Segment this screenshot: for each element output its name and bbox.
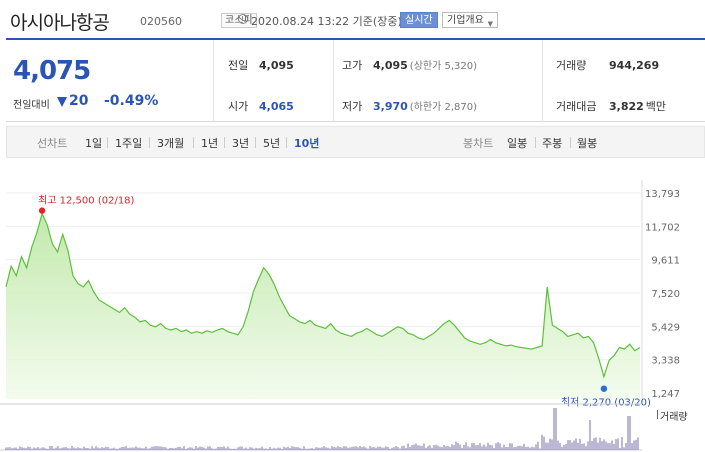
price-line	[5, 211, 641, 379]
separator	[224, 137, 225, 148]
price-chart: 13,793 11,702 9,611 7,520 5,429 3,338 1,247 최고…	[0, 160, 705, 452]
y-tick-label: 9,611	[651, 256, 680, 267]
y-tick-label: 5,429	[651, 322, 680, 333]
stat-prev-close-label: 전일	[228, 59, 249, 72]
period-10y[interactable]: 10년	[294, 137, 320, 150]
candle-weekly[interactable]: 주봉	[542, 137, 563, 150]
price-summary: 4,075 전일대비 20 -0.49% 전일 4,095 시가 4,065 고가 4…	[6, 38, 705, 122]
separator	[149, 137, 150, 148]
stock-name: 아시아나항공	[10, 12, 110, 34]
y-tick-label: 11,702	[645, 222, 680, 233]
high-annotation: 최고 12,500 (02/18)	[38, 195, 134, 207]
stat-low: 저가 3,970 (하한가 2,870)	[342, 98, 477, 114]
stat-high: 고가 4,095 (상한가 5,320)	[342, 57, 477, 73]
stat-high-value: 4,095	[373, 59, 408, 72]
y-tick-label: 3,338	[651, 356, 680, 367]
stat-low-label: 저가	[342, 100, 363, 113]
timestamp: 2020.08.24 13:22 기준(장중)	[251, 15, 402, 28]
current-price: 4,075	[13, 56, 91, 86]
price-chart-svg: 13,793 11,702 9,611 7,520 5,429 3,338 1,247 최고…	[0, 180, 680, 451]
stat-open-value: 4,065	[259, 100, 294, 113]
stat-prev-close-value: 4,095	[259, 59, 294, 72]
change-percent: -0.49%	[104, 93, 159, 109]
period-3y[interactable]: 3년	[232, 137, 250, 150]
stat-open-label: 시가	[228, 100, 249, 113]
volume-legend: 거래량	[657, 408, 688, 423]
candle-chart-title: 봉차트	[463, 137, 494, 150]
stat-amount-label: 거래대금	[556, 100, 597, 113]
stat-amount: 거래대금 3,822 백만	[556, 98, 666, 114]
y-tick-label: 7,520	[651, 289, 680, 300]
company-info-dropdown[interactable]: 기업개요 ▼	[442, 12, 498, 28]
low-annotation: 최저 2,270 (03/20)	[561, 397, 651, 409]
stat-amount-unit: 백만	[645, 100, 667, 113]
period-5y[interactable]: 5년	[263, 137, 281, 150]
candle-daily[interactable]: 일봉	[507, 137, 528, 150]
stat-amount-value: 3,822	[609, 100, 644, 113]
divider	[542, 40, 543, 122]
stat-volume: 거래량 944,269	[556, 57, 659, 73]
stock-header: 아시아나항공 020560 코스피 2020.08.24 13:22 기준(장중…	[0, 0, 705, 38]
candle-monthly[interactable]: 월봉	[577, 137, 598, 150]
y-tick-label: 1,247	[651, 389, 680, 400]
period-1y[interactable]: 1년	[201, 137, 219, 150]
realtime-button[interactable]: 실시간	[400, 12, 438, 28]
period-1d[interactable]: 1일	[85, 137, 103, 150]
chevron-down-icon: ▼	[487, 20, 493, 28]
stat-low-limit: (하한가 2,870)	[409, 102, 478, 113]
period-selector: 선차트 1일 1주일 3개월 1년 3년 5년 10년 봉차트 일봉 주봉 월봉	[6, 126, 705, 158]
stat-prev-close: 전일 4,095	[228, 57, 294, 73]
stat-volume-label: 거래량	[556, 59, 587, 72]
separator	[570, 137, 571, 148]
current-price-box: 4,075 전일대비 20 -0.49%	[6, 40, 214, 122]
clock-icon	[238, 14, 248, 24]
stat-high-label: 고가	[342, 59, 363, 72]
divider	[333, 40, 334, 122]
y-tick-label: 13,793	[645, 189, 680, 200]
change-value: 20	[69, 93, 89, 109]
separator	[535, 137, 536, 148]
separator	[107, 137, 108, 148]
low-marker	[600, 385, 608, 392]
down-arrow-icon	[57, 97, 67, 107]
price-area	[6, 213, 640, 399]
separator	[286, 137, 287, 148]
stat-open: 시가 4,065	[228, 98, 294, 114]
stat-low-value: 3,970	[373, 100, 408, 113]
high-marker	[38, 207, 46, 214]
period-1w[interactable]: 1주일	[115, 137, 143, 150]
stat-volume-value: 944,269	[609, 59, 660, 72]
line-chart-title: 선차트	[37, 137, 68, 150]
stat-high-limit: (상한가 5,320)	[409, 61, 478, 72]
period-3m[interactable]: 3개월	[157, 137, 185, 150]
stock-code: 020560	[140, 15, 182, 28]
separator	[193, 137, 194, 148]
change-label: 전일대비	[13, 100, 50, 111]
separator	[255, 137, 256, 148]
company-info-label: 기업개요	[447, 15, 484, 26]
